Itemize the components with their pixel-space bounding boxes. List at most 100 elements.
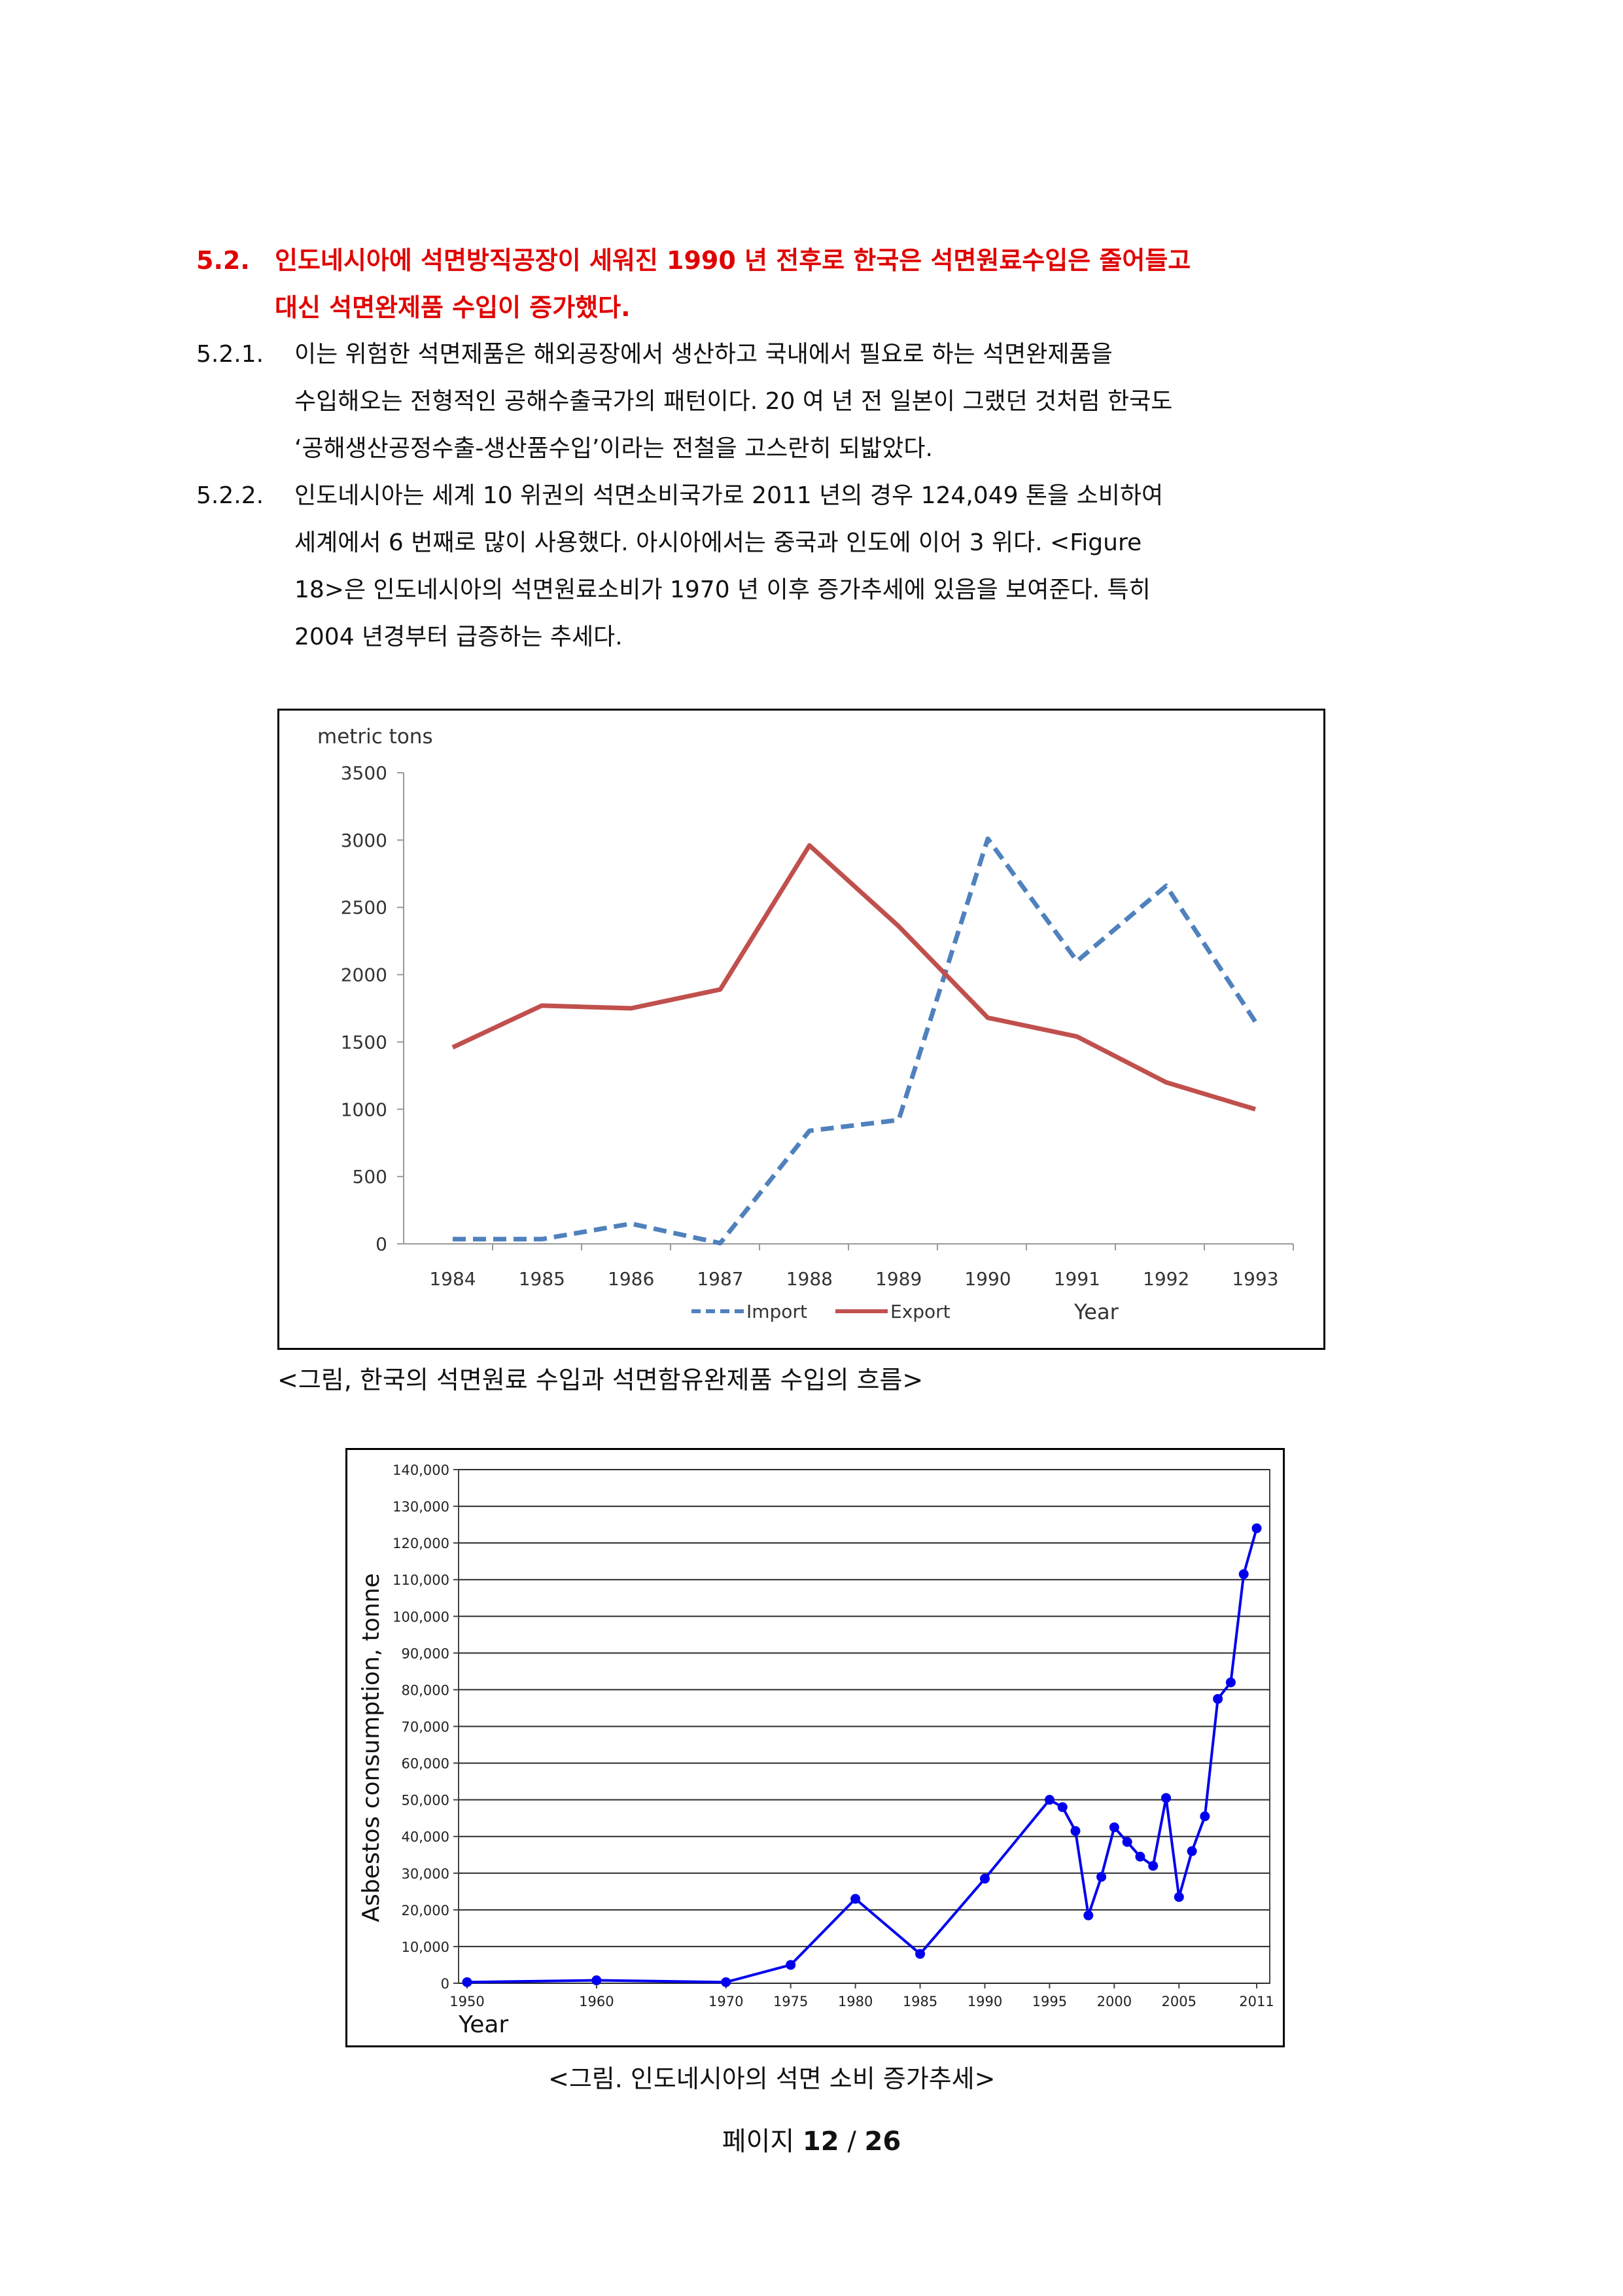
data-point xyxy=(721,1977,731,1987)
data-point xyxy=(462,1977,472,1987)
paragraph-line: 수입해오는 전형적인 공해수출국가의 패턴이다. 20 여 년 전 일본이 그랬… xyxy=(294,388,1173,415)
y-tick-label: 0 xyxy=(441,1976,449,1992)
x-tick-label: 2005 xyxy=(1162,1994,1196,2009)
x-tick-label: 1975 xyxy=(773,1994,808,2009)
y-tick-label: 2500 xyxy=(341,897,387,919)
x-tick-label: 1990 xyxy=(968,1994,1002,2009)
data-point xyxy=(1148,1861,1159,1871)
figure-2-caption: <그림. 인도네시아의 석면 소비 증가추세> xyxy=(548,2064,996,2093)
y-tick-label: 130,000 xyxy=(393,1499,449,1515)
y-tick-label: 2000 xyxy=(341,964,387,986)
consumption-line xyxy=(466,1528,1258,1984)
data-point xyxy=(1225,1677,1236,1687)
y-tick-label: 110,000 xyxy=(393,1572,449,1588)
y-tick-label: 40,000 xyxy=(402,1829,449,1845)
page-number: 페이지 12 / 26 xyxy=(0,2120,1623,2158)
figure-1-caption: <그림, 한국의 석면원료 수입과 석면함유완제품 수입의 흐름> xyxy=(277,1366,924,1394)
data-point xyxy=(1238,1569,1249,1580)
y-tick-label: 90,000 xyxy=(402,1646,449,1661)
x-tick-label: 1990 xyxy=(964,1268,1011,1290)
paragraph-line: ‘공해생산공정수출-생산품수입’이라는 전철을 고스란히 되밟았다. xyxy=(294,435,933,462)
data-point xyxy=(1251,1523,1262,1534)
y-tick-label: 80,000 xyxy=(402,1682,449,1698)
paragraph-number: 5.2.1. xyxy=(196,341,264,368)
y-tick-label: 30,000 xyxy=(402,1866,449,1882)
data-point xyxy=(1083,1910,1094,1920)
y-tick-label: 20,000 xyxy=(402,1903,449,1918)
paragraph-number: 5.2.2. xyxy=(196,482,264,509)
data-point xyxy=(1122,1837,1132,1847)
x-axis-label: Year xyxy=(458,2011,508,2038)
data-point xyxy=(1200,1811,1210,1822)
x-tick-label: 2000 xyxy=(1097,1994,1132,2009)
y-tick-label: 60,000 xyxy=(402,1756,449,1772)
x-tick-label: 1970 xyxy=(708,1994,743,2009)
legend-label-export: Export xyxy=(890,1301,951,1322)
y-tick-label: 1000 xyxy=(341,1099,387,1120)
x-tick-label: 1989 xyxy=(875,1268,922,1290)
section-title-line-2: 대신 석면완제품 수입이 증가했다. xyxy=(275,293,631,322)
data-point xyxy=(1161,1793,1171,1803)
data-point xyxy=(915,1949,926,1959)
page-total: 26 xyxy=(864,2127,901,2157)
indonesia-consumption-line-chart: 0 10,000 20,000 30,000 40,000 50,000 60,000 70,… xyxy=(358,1462,1274,2038)
x-tick-label: 1984 xyxy=(429,1268,476,1290)
data-point xyxy=(1135,1852,1145,1862)
data-point xyxy=(1213,1693,1223,1704)
x-tick-label: 1950 xyxy=(449,1994,484,2009)
y-tick-label: 3500 xyxy=(341,762,387,784)
y-tick-label: 70,000 xyxy=(402,1720,449,1735)
data-point xyxy=(1109,1822,1119,1833)
section-number: 5.2. xyxy=(196,246,250,275)
x-tick-label: 1980 xyxy=(838,1994,873,2009)
series-line-export xyxy=(451,843,1257,1112)
x-tick-label: 1985 xyxy=(519,1268,565,1290)
x-tick-label: 1987 xyxy=(697,1268,743,1290)
section-title-line-1: 인도네시아에 석면방직공장이 세워진 1990 년 전후로 한국은 석면원료수입… xyxy=(275,246,1191,275)
x-axis-label: Year xyxy=(1073,1299,1119,1324)
paragraph-line: 18>은 인도네시아의 석면원료소비가 1970 년 이후 증가추세에 있음을 … xyxy=(294,576,1151,603)
data-point xyxy=(979,1873,990,1884)
y-tick-label: 140,000 xyxy=(393,1462,449,1478)
x-tick-label: 1992 xyxy=(1143,1268,1189,1290)
x-tick-label: 1988 xyxy=(786,1268,833,1290)
data-point xyxy=(1044,1795,1055,1805)
y-tick-label: 3000 xyxy=(341,830,387,851)
data-point xyxy=(850,1894,861,1904)
figure-korea-asbestos-trade: metric tons 0 500 1000 1500 2000 2500 3000 3500… xyxy=(277,709,1325,1350)
x-tick-label: 1985 xyxy=(903,1994,937,2009)
x-tick-label: 2011 xyxy=(1239,1994,1274,2009)
y-tick-label: 120,000 xyxy=(393,1536,449,1551)
legend-label-import: Import xyxy=(746,1301,807,1322)
y-tick-label: 50,000 xyxy=(402,1793,449,1809)
x-tick-label: 1993 xyxy=(1232,1268,1278,1290)
data-point xyxy=(591,1975,602,1986)
x-tick-label: 1991 xyxy=(1054,1268,1100,1290)
page-prefix: 페이지 xyxy=(722,2127,795,2157)
y-tick-label: 1500 xyxy=(341,1031,387,1053)
data-point xyxy=(1096,1871,1107,1882)
x-tick-label: 1960 xyxy=(579,1994,614,2009)
y-tick-label: 100,000 xyxy=(393,1609,449,1625)
series-line-import xyxy=(453,836,1257,1246)
paragraph-line: 이는 위험한 석면제품은 해외공장에서 생산하고 국내에서 필요로 하는 석면완… xyxy=(294,341,1113,368)
y-tick-label: 10,000 xyxy=(402,1939,449,1955)
paragraph-line: 세계에서 6 번째로 많이 사용했다. 아시아에서는 중국과 인도에 이어 3 … xyxy=(294,529,1142,556)
x-tick-label: 1986 xyxy=(608,1268,654,1290)
y-axis-label: metric tons xyxy=(317,725,433,749)
data-point xyxy=(1057,1802,1068,1812)
page-separator: / xyxy=(847,2127,856,2157)
x-tick-label: 1995 xyxy=(1032,1994,1067,2009)
korea-trade-line-chart: metric tons 0 500 1000 1500 2000 2500 3000 3500… xyxy=(317,725,1294,1324)
y-axis-label: Asbestos consumption, tonne xyxy=(358,1573,385,1922)
data-point xyxy=(1187,1846,1197,1856)
y-tick-label: 0 xyxy=(375,1233,387,1255)
data-point xyxy=(1174,1892,1184,1902)
data-point xyxy=(786,1960,796,1970)
y-tick-label: 500 xyxy=(353,1166,387,1188)
data-point xyxy=(1070,1826,1081,1836)
paragraph-line: 2004 년경부터 급증하는 추세다. xyxy=(294,624,623,650)
page-current: 12 xyxy=(802,2127,839,2157)
paragraph-line: 인도네시아는 세계 10 위권의 석면소비국가로 2011 년의 경우 124,… xyxy=(294,482,1164,509)
figure-indonesia-consumption: 0 10,000 20,000 30,000 40,000 50,000 60,000 70,… xyxy=(345,1448,1285,2047)
